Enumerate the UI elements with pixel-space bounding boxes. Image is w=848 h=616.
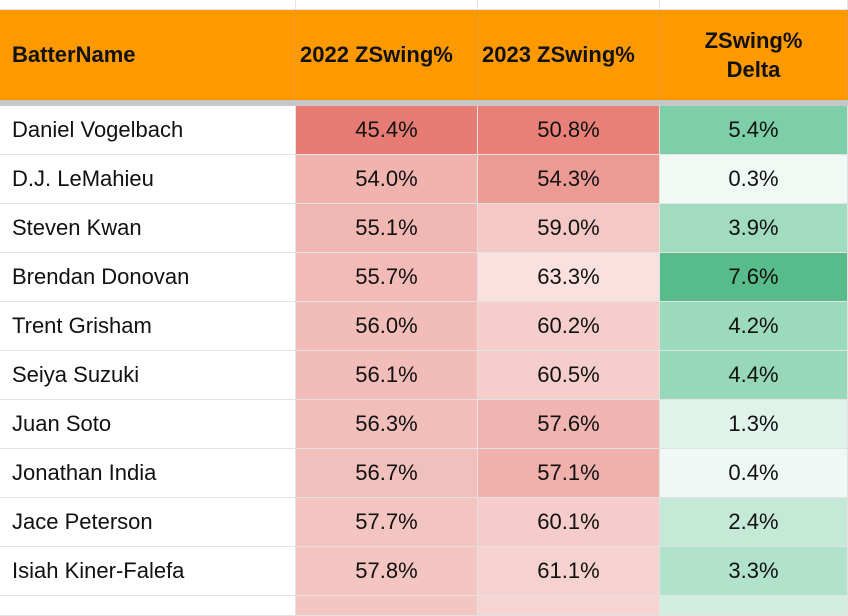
zswing-2022-cell[interactable]: 56.7% — [296, 449, 478, 498]
batter-name-cell[interactable]: Jonathan India — [0, 449, 296, 498]
zswing-delta-cell[interactable]: 2.4% — [660, 498, 848, 547]
batter-name-cell[interactable]: Trent Grisham — [0, 302, 296, 351]
cell[interactable] — [0, 0, 296, 10]
header-zswing-delta[interactable]: ZSwing% Delta — [660, 10, 848, 100]
zswing-delta-cell[interactable]: 5.4% — [660, 106, 848, 155]
zswing-2023-cell[interactable]: 61.1% — [478, 547, 660, 596]
cell[interactable] — [660, 0, 848, 10]
table-row: Isiah Kiner-Falefa 57.8% 61.1% 3.3% — [0, 547, 848, 596]
zswing-2023-cell[interactable]: 63.3% — [478, 253, 660, 302]
cell[interactable] — [296, 0, 478, 10]
cell[interactable] — [478, 0, 660, 10]
zswing-2022-cell[interactable]: 57.8% — [296, 547, 478, 596]
frozen-row-divider[interactable] — [0, 100, 848, 106]
zswing-2022-cell[interactable]: 55.1% — [296, 204, 478, 253]
zswing-2023-cell[interactable]: 60.5% — [478, 351, 660, 400]
batter-name-cell[interactable]: Jace Peterson — [0, 498, 296, 547]
zswing-delta-cell[interactable]: 7.6% — [660, 253, 848, 302]
zswing-delta-cell[interactable]: 4.2% — [660, 302, 848, 351]
zswing-delta-cell[interactable]: 1.3% — [660, 400, 848, 449]
zswing-delta-cell[interactable]: 3.3% — [660, 547, 848, 596]
batter-name-cell[interactable]: Isiah Kiner-Falefa — [0, 547, 296, 596]
batter-name-cell[interactable]: Juan Soto — [0, 400, 296, 449]
table-row: Steven Kwan 55.1% 59.0% 3.9% — [0, 204, 848, 253]
zswing-2022-cell[interactable]: 45.4% — [296, 106, 478, 155]
zswing-delta-cell[interactable]: 0.3% — [660, 155, 848, 204]
table-row: Juan Soto 56.3% 57.6% 1.3% — [0, 400, 848, 449]
zswing-delta-cell[interactable]: 4.4% — [660, 351, 848, 400]
batter-name-cell[interactable]: D.J. LeMahieu — [0, 155, 296, 204]
zswing-delta-cell[interactable]: 3.9% — [660, 204, 848, 253]
zswing-2022-cell[interactable]: 56.1% — [296, 351, 478, 400]
header-2023-zswing[interactable]: 2023 ZSwing% — [478, 10, 660, 100]
batter-name-cell[interactable]: Seiya Suzuki — [0, 351, 296, 400]
table-row: Jace Peterson 57.7% 60.1% 2.4% — [0, 498, 848, 547]
zswing-2023-cell[interactable]: 57.6% — [478, 400, 660, 449]
table-row: Jonathan India 56.7% 57.1% 0.4% — [0, 449, 848, 498]
zswing-2023-cell[interactable]: 50.8% — [478, 106, 660, 155]
zswing-delta-cell[interactable]: 0.4% — [660, 449, 848, 498]
cell[interactable] — [478, 596, 660, 616]
zswing-2023-cell[interactable]: 60.2% — [478, 302, 660, 351]
header-zswing-delta-text: ZSwing% Delta — [704, 28, 803, 82]
zswing-2023-cell[interactable]: 59.0% — [478, 204, 660, 253]
zswing-2022-cell[interactable]: 56.3% — [296, 400, 478, 449]
table-row-partial — [0, 596, 848, 616]
header-batter-name[interactable]: BatterName — [0, 10, 296, 100]
zswing-2022-cell[interactable]: 57.7% — [296, 498, 478, 547]
zswing-2022-cell[interactable]: 54.0% — [296, 155, 478, 204]
zswing-2023-cell[interactable]: 60.1% — [478, 498, 660, 547]
table-row: Seiya Suzuki 56.1% 60.5% 4.4% — [0, 351, 848, 400]
table-row: Brendan Donovan 55.7% 63.3% 7.6% — [0, 253, 848, 302]
batter-name-cell[interactable]: Brendan Donovan — [0, 253, 296, 302]
batter-name-cell[interactable]: Steven Kwan — [0, 204, 296, 253]
table-row: Daniel Vogelbach 45.4% 50.8% 5.4% — [0, 106, 848, 155]
cell[interactable] — [296, 596, 478, 616]
batter-name-cell[interactable]: Daniel Vogelbach — [0, 106, 296, 155]
header-2022-zswing[interactable]: 2022 ZSwing% — [296, 10, 478, 100]
table-row: D.J. LeMahieu 54.0% 54.3% 0.3% — [0, 155, 848, 204]
cell[interactable] — [0, 596, 296, 616]
zswing-2023-cell[interactable]: 54.3% — [478, 155, 660, 204]
top-strip-row — [0, 0, 848, 10]
cell[interactable] — [660, 596, 848, 616]
zswing-2022-cell[interactable]: 55.7% — [296, 253, 478, 302]
zswing-2022-cell[interactable]: 56.0% — [296, 302, 478, 351]
header-row: BatterName 2022 ZSwing% 2023 ZSwing% ZSw… — [0, 10, 848, 100]
zswing-2023-cell[interactable]: 57.1% — [478, 449, 660, 498]
table-row: Trent Grisham 56.0% 60.2% 4.2% — [0, 302, 848, 351]
